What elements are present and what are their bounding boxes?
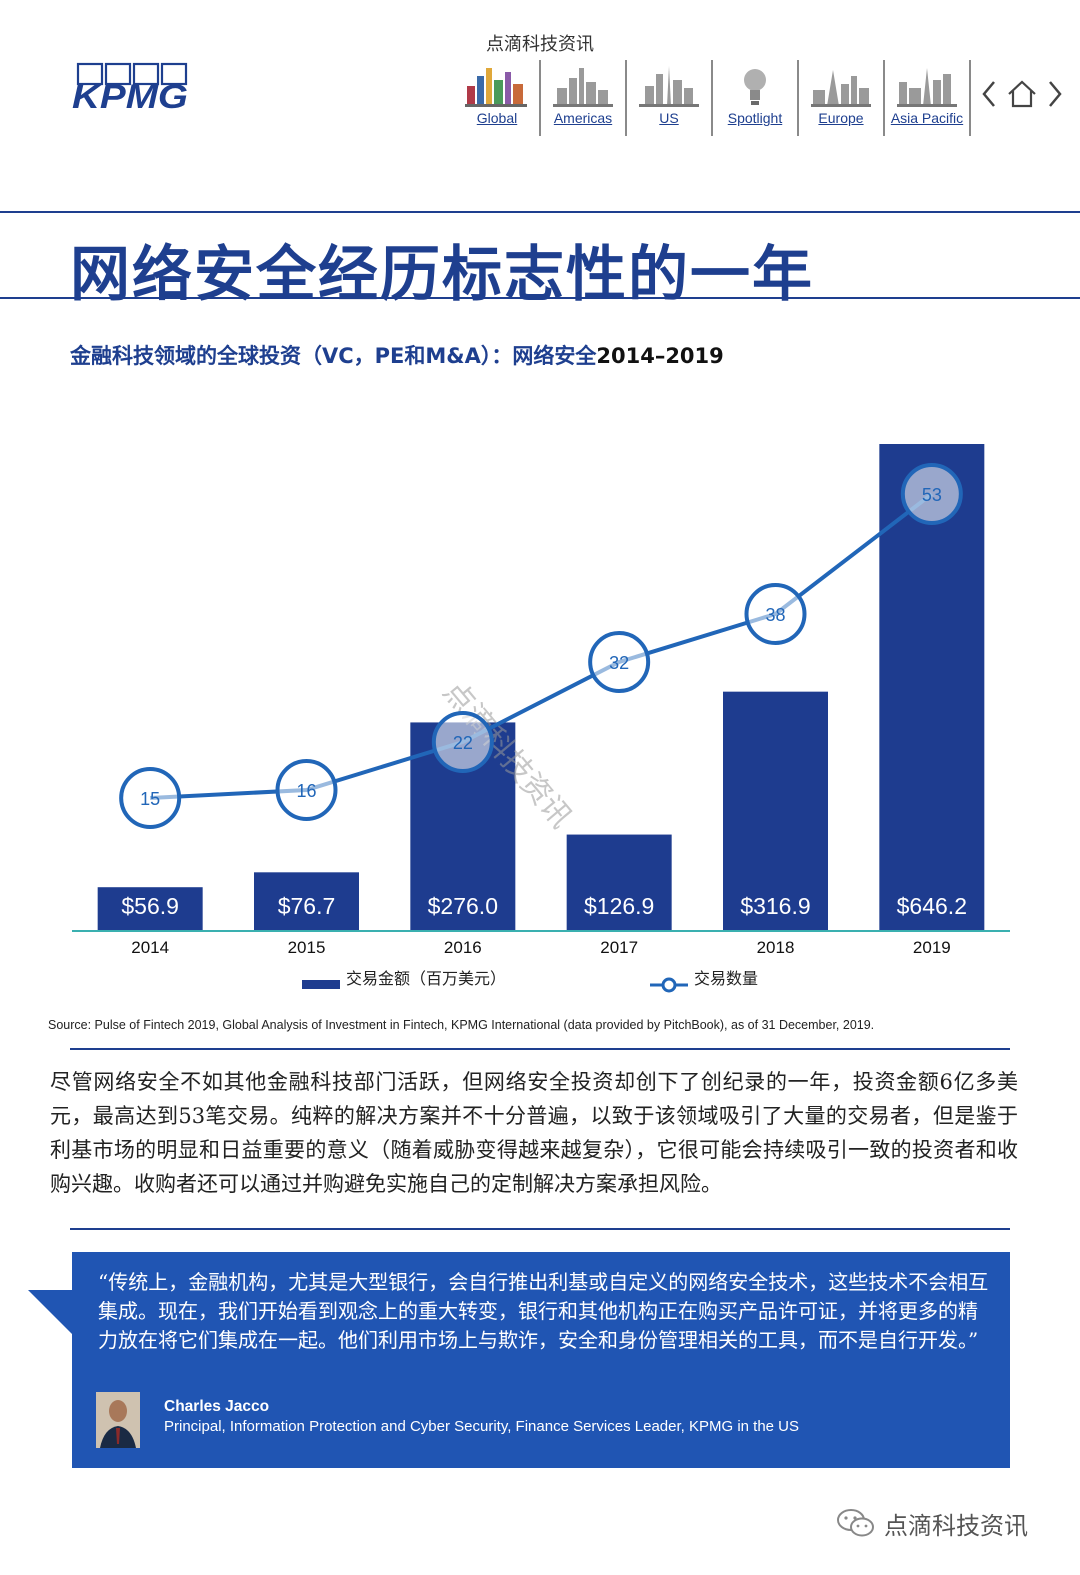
title-bottom-rule bbox=[0, 297, 1080, 299]
wechat-icon bbox=[837, 1509, 874, 1537]
region-nav: Global Americas US Spotlight Europe bbox=[455, 60, 971, 136]
page-title: 网络安全经历标志性的一年 bbox=[70, 240, 814, 310]
nav-label-us: US bbox=[659, 110, 679, 126]
body-rule bbox=[70, 1228, 1010, 1230]
nav-label-europe: Europe bbox=[818, 110, 864, 126]
bar-2018 bbox=[723, 691, 828, 930]
nav-item-spotlight[interactable]: Spotlight bbox=[713, 60, 799, 136]
nav-label-asia-pacific: Asia Pacific bbox=[890, 110, 964, 126]
global-skyline-icon bbox=[465, 68, 527, 107]
asia-pacific-skyline-icon bbox=[897, 68, 957, 107]
legend-line-marker bbox=[661, 977, 677, 993]
source-note: Source: Pulse of Fintech 2019, Global An… bbox=[48, 1018, 875, 1032]
footer-brand: 点滴科技资讯 bbox=[836, 1505, 1028, 1541]
bar-label-2014: $56.9 bbox=[121, 893, 179, 919]
chart-title-years: 2014–2019 bbox=[596, 344, 724, 368]
nav-item-europe[interactable]: Europe bbox=[799, 60, 885, 136]
chevron-left-icon[interactable] bbox=[980, 78, 998, 114]
kpmg-logo-text: KPMG bbox=[72, 78, 188, 114]
x-tick-2017: 2017 bbox=[600, 938, 638, 957]
deal-point-2017 bbox=[588, 631, 651, 693]
chart-title: 金融科技领域的全球投资（VC，PE和M&A）：网络安全2014–2019 bbox=[70, 340, 724, 370]
x-tick-2016: 2016 bbox=[444, 938, 482, 957]
nav-label-spotlight: Spotlight bbox=[727, 110, 783, 126]
deal-point-2018 bbox=[744, 583, 807, 645]
nav-item-americas[interactable]: Americas bbox=[541, 60, 627, 136]
us-skyline-icon bbox=[639, 66, 699, 107]
nav-label-global: Global bbox=[476, 110, 518, 126]
quote-author-name: Charles Jacco bbox=[164, 1398, 270, 1415]
deal-label-2016: 22 bbox=[453, 733, 473, 753]
nav-item-us[interactable]: US bbox=[627, 60, 713, 136]
nav-label-americas: Americas bbox=[553, 110, 613, 126]
x-tick-2018: 2018 bbox=[757, 938, 795, 957]
americas-skyline-icon bbox=[553, 68, 613, 107]
deal-label-2017: 32 bbox=[609, 653, 629, 673]
quote-box: “传统上，金融机构，尤其是大型银行，会自行推出利基或自定义的网络安全技术，这些技… bbox=[72, 1252, 1010, 1468]
deal-point-2016 bbox=[431, 711, 494, 773]
footer-brand-text: 点滴科技资讯 bbox=[884, 1511, 1028, 1540]
x-tick-2015: 2015 bbox=[288, 938, 326, 957]
header-watermark: 点滴科技资讯 bbox=[486, 34, 594, 55]
investment-chart: $56.9 $76.7 $276.0 $126.9 $316.9 $646.2 2014 20… bbox=[72, 444, 1010, 993]
avatar bbox=[96, 1392, 140, 1448]
europe-skyline-icon bbox=[811, 70, 871, 107]
chevron-right-icon[interactable] bbox=[1046, 78, 1064, 114]
nav-item-global[interactable]: Global bbox=[455, 60, 541, 136]
bar-label-2019: $646.2 bbox=[897, 893, 967, 919]
x-tick-2019: 2019 bbox=[913, 938, 951, 957]
deal-label-2014: 15 bbox=[140, 789, 160, 809]
bar-label-2018: $316.9 bbox=[740, 893, 810, 919]
legend-bar-label: 交易金额（百万美元） bbox=[346, 969, 506, 988]
deal-label-2019: 53 bbox=[922, 485, 942, 505]
bar-2015 bbox=[254, 872, 359, 930]
bar-label-2016: $276.0 bbox=[428, 893, 498, 919]
deal-point-2015 bbox=[275, 759, 338, 821]
spotlight-bulb-icon bbox=[744, 69, 766, 105]
deal-label-2018: 38 bbox=[765, 605, 785, 625]
nav-item-asia-pacific[interactable]: Asia Pacific bbox=[885, 60, 971, 136]
bar-label-2015: $76.7 bbox=[278, 893, 336, 919]
home-icon[interactable] bbox=[1006, 78, 1038, 114]
deal-point-2019 bbox=[900, 463, 963, 525]
quote-author-role: Principal, Information Protection and Cy… bbox=[164, 1418, 800, 1435]
quote-tab bbox=[28, 1290, 74, 1336]
x-tick-2014: 2014 bbox=[131, 938, 169, 957]
source-rule bbox=[70, 1048, 1010, 1050]
bar-label-2017: $126.9 bbox=[584, 893, 654, 919]
body-paragraph: 尽管网络安全不如其他金融科技部门活跃，但网络安全投资却创下了创纪录的一年，投资金… bbox=[50, 1070, 1018, 1196]
quote-text: “传统上，金融机构，尤其是大型银行，会自行推出利基或自定义的网络安全技术，这些技… bbox=[98, 1270, 989, 1352]
legend-line-label: 交易数量 bbox=[694, 969, 758, 988]
bar-2017 bbox=[566, 834, 672, 930]
deal-label-2015: 16 bbox=[296, 781, 316, 801]
chart-title-main: 金融科技领域的全球投资（VC，PE和M&A）：网络安全 bbox=[70, 344, 597, 368]
legend-bar-swatch bbox=[302, 980, 340, 989]
kpmg-logo[interactable]: KPMG bbox=[70, 62, 194, 114]
deal-point-2014 bbox=[119, 767, 182, 829]
nav-arrows bbox=[978, 78, 1068, 118]
title-top-rule bbox=[0, 211, 1080, 213]
bar-2014 bbox=[97, 887, 203, 930]
